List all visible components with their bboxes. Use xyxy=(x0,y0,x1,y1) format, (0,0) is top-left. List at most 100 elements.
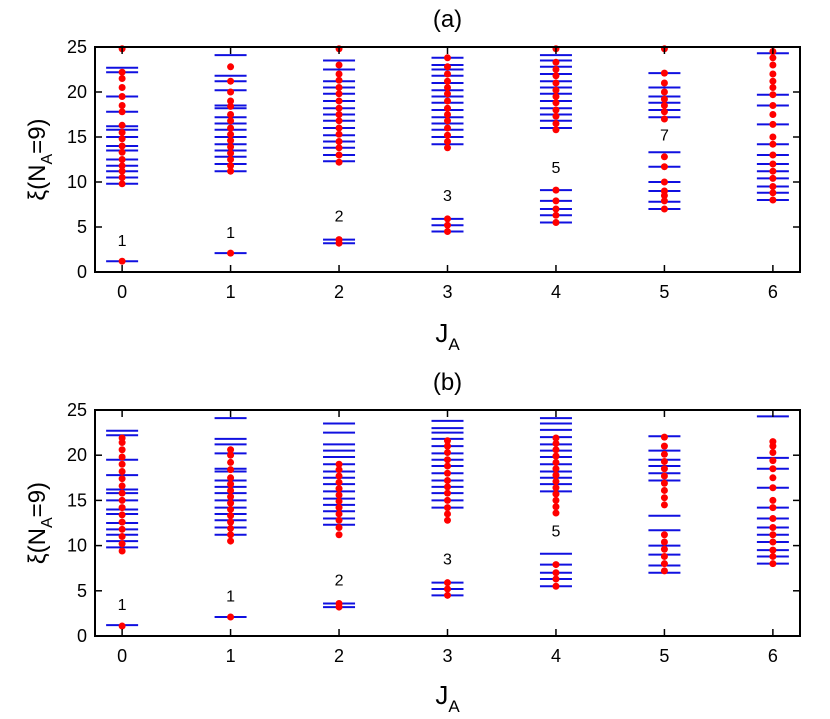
state-dot xyxy=(227,130,235,138)
state-dot xyxy=(227,518,235,526)
state-dot xyxy=(335,472,343,480)
state-dot xyxy=(769,496,777,504)
state-dot xyxy=(227,77,235,85)
state-dot xyxy=(660,163,668,171)
state-dot xyxy=(118,84,126,91)
state-dot xyxy=(444,489,451,497)
y-tick-label: 5 xyxy=(77,581,87,601)
x-tick-label: 0 xyxy=(117,282,127,302)
state-dot xyxy=(552,503,560,511)
state-dot xyxy=(118,518,126,526)
x-tick-label: 1 xyxy=(226,282,236,302)
state-dot xyxy=(227,167,235,175)
state-dot xyxy=(552,219,560,226)
state-dot xyxy=(552,186,560,194)
state-dot xyxy=(227,63,235,71)
state-dot xyxy=(118,540,126,548)
state-dot xyxy=(444,97,451,105)
y-tick-label: 0 xyxy=(77,626,87,646)
state-dot xyxy=(769,514,777,522)
state-dot xyxy=(552,211,560,219)
state-dot xyxy=(769,61,777,69)
state-dot xyxy=(444,516,451,524)
state-dot xyxy=(552,120,560,127)
state-dot xyxy=(660,88,668,96)
state-dot xyxy=(552,434,560,442)
state-dot xyxy=(660,153,668,161)
state-dot xyxy=(552,575,560,583)
state-dot xyxy=(118,121,126,129)
state-dot xyxy=(335,497,343,505)
state-dot xyxy=(769,196,777,204)
panel-title: (b) xyxy=(433,369,462,396)
state-dot xyxy=(118,156,126,163)
state-dot xyxy=(552,112,560,120)
state-dot xyxy=(444,117,451,125)
state-dot xyxy=(335,111,343,118)
state-dot xyxy=(660,187,668,195)
state-dot xyxy=(335,531,343,539)
state-dot xyxy=(769,448,777,456)
state-dot xyxy=(444,228,451,235)
annotation: 1 xyxy=(118,597,127,614)
state-dot xyxy=(660,560,668,568)
state-dot xyxy=(227,524,235,532)
state-dot xyxy=(227,143,235,151)
state-dot xyxy=(118,453,126,461)
state-dot xyxy=(444,111,451,118)
state-dot xyxy=(552,496,560,504)
state-dot xyxy=(660,205,668,213)
state-dot xyxy=(769,174,777,182)
state-dot xyxy=(660,197,668,205)
state-dot xyxy=(118,511,126,519)
y-tick-label: 25 xyxy=(67,400,87,420)
state-dot xyxy=(444,462,451,470)
state-dot xyxy=(769,465,777,473)
state-dot xyxy=(227,480,235,488)
x-tick-label: 2 xyxy=(334,282,344,302)
state-dot xyxy=(227,466,235,474)
state-dot xyxy=(552,569,560,577)
annotation: 1 xyxy=(118,233,127,250)
state-dot xyxy=(335,524,343,532)
state-dot xyxy=(552,197,560,205)
state-dot xyxy=(118,482,126,490)
state-dot xyxy=(335,510,343,518)
state-dot xyxy=(660,69,668,77)
state-dot xyxy=(335,104,343,112)
state-dot xyxy=(227,537,235,545)
state-dot xyxy=(227,458,235,466)
y-tick-label: 0 xyxy=(77,262,87,282)
state-dot xyxy=(769,140,777,148)
y-label-sub: A xyxy=(39,153,56,164)
state-dot xyxy=(769,438,777,446)
state-dot xyxy=(769,474,777,482)
state-dot xyxy=(335,61,343,69)
state-dot xyxy=(227,474,235,482)
state-dot xyxy=(118,174,126,181)
state-dot xyxy=(660,538,668,546)
state-dot xyxy=(335,158,343,166)
y-tick-label: 25 xyxy=(67,37,87,57)
state-dot xyxy=(118,475,126,483)
state-dot xyxy=(335,97,343,105)
state-dot xyxy=(660,95,668,103)
state-dot xyxy=(769,111,777,118)
state-dot xyxy=(444,585,451,593)
state-dot xyxy=(335,90,343,98)
state-dot xyxy=(227,124,235,132)
state-dot xyxy=(769,133,777,141)
state-dot xyxy=(118,547,126,555)
state-dot xyxy=(227,88,235,96)
state-dot xyxy=(444,215,451,223)
annotation: 5 xyxy=(552,160,561,177)
state-dot xyxy=(335,236,343,244)
state-dot xyxy=(769,91,777,99)
state-dot xyxy=(227,249,235,257)
state-dot xyxy=(335,516,343,524)
state-dot xyxy=(227,512,235,520)
x-tick-label: 5 xyxy=(659,282,669,302)
